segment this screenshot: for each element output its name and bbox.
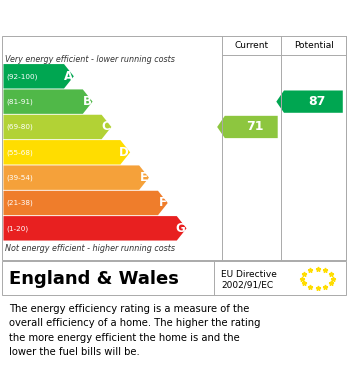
Polygon shape — [217, 116, 278, 138]
Text: B: B — [82, 95, 92, 108]
Text: Not energy efficient - higher running costs: Not energy efficient - higher running co… — [5, 244, 175, 253]
Text: (55-68): (55-68) — [6, 149, 33, 156]
Text: Current: Current — [235, 41, 269, 50]
Polygon shape — [3, 115, 111, 139]
Text: (1-20): (1-20) — [6, 225, 29, 231]
Polygon shape — [3, 165, 149, 190]
Text: (92-100): (92-100) — [6, 73, 38, 79]
Polygon shape — [3, 64, 74, 88]
Polygon shape — [276, 90, 343, 113]
Text: 71: 71 — [246, 120, 263, 133]
Text: 87: 87 — [308, 95, 325, 108]
Text: (69-80): (69-80) — [6, 124, 33, 130]
Text: Very energy efficient - lower running costs: Very energy efficient - lower running co… — [5, 55, 175, 64]
Text: G: G — [176, 222, 185, 235]
Text: F: F — [159, 197, 167, 210]
Polygon shape — [3, 90, 93, 114]
Text: D: D — [119, 146, 129, 159]
Text: England & Wales: England & Wales — [9, 269, 179, 287]
Polygon shape — [3, 216, 187, 240]
Polygon shape — [3, 140, 130, 165]
Text: EU Directive: EU Directive — [221, 270, 277, 279]
Text: C: C — [102, 120, 110, 133]
Text: (81-91): (81-91) — [6, 99, 33, 105]
Text: The energy efficiency rating is a measure of the
overall efficiency of a home. T: The energy efficiency rating is a measur… — [9, 304, 260, 357]
Text: Potential: Potential — [294, 41, 334, 50]
Text: Energy Efficiency Rating: Energy Efficiency Rating — [9, 11, 230, 25]
Text: E: E — [140, 171, 148, 184]
Polygon shape — [3, 191, 168, 215]
Text: (39-54): (39-54) — [6, 174, 33, 181]
Text: (21-38): (21-38) — [6, 200, 33, 206]
Text: 2002/91/EC: 2002/91/EC — [221, 280, 273, 289]
Text: A: A — [64, 70, 73, 83]
